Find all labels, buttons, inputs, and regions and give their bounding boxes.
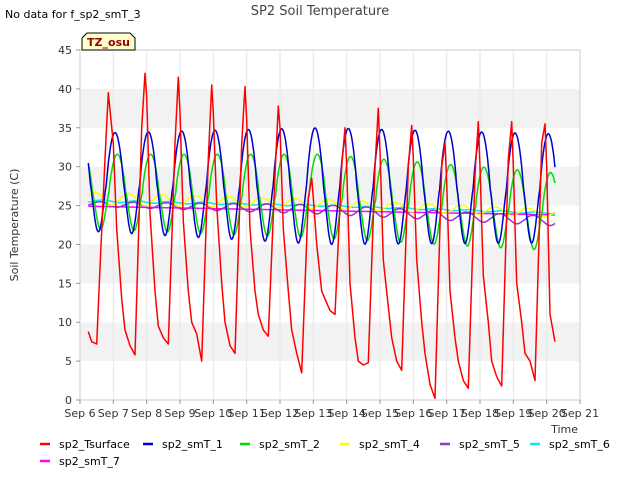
plot-band xyxy=(80,244,580,284)
plot-frame xyxy=(79,49,581,401)
tz-badge-label: TZ_osu xyxy=(87,36,130,49)
x-tick-label: Sep 8 xyxy=(131,407,162,420)
y-tick-label: 45 xyxy=(58,44,72,57)
x-tick-label: Sep 11 xyxy=(228,407,266,420)
series-line-sp2-smT-4 xyxy=(87,191,556,218)
legend-label: sp2_smT_4 xyxy=(359,438,420,451)
plot-band xyxy=(80,88,580,128)
y-tick-label: 35 xyxy=(58,122,72,135)
x-tick-label: Sep 7 xyxy=(98,407,129,420)
series-line-sp2-Tsurface xyxy=(87,72,556,400)
legend-label: sp2_smT_1 xyxy=(162,438,223,451)
legend-label: sp2_smT_6 xyxy=(549,438,610,451)
plot-band xyxy=(80,283,580,323)
x-tick-label: Sep 13 xyxy=(294,407,332,420)
y-tick-label: 10 xyxy=(58,316,72,329)
legend-label: sp2_smT_5 xyxy=(459,438,520,451)
legend-label: sp2_Tsurface xyxy=(59,438,130,451)
chart-title: SP2 Soil Temperature xyxy=(251,4,389,19)
x-tick-label: Sep 15 xyxy=(361,407,399,420)
plot-band xyxy=(80,361,580,400)
tz-badge: TZ_osu xyxy=(81,32,136,51)
y-tick-label: 20 xyxy=(58,238,72,251)
y-tick-label: 40 xyxy=(58,83,72,96)
y-tick-label: 0 xyxy=(65,394,72,407)
series-lines xyxy=(87,72,556,400)
series-line-sp2-smT-5 xyxy=(88,201,556,227)
legend-label: sp2_smT_7 xyxy=(59,455,120,468)
x-tick-label: Sep 21 xyxy=(561,407,599,420)
series-line-sp2-smT-7 xyxy=(88,205,556,216)
y-tick-label: 15 xyxy=(58,277,72,290)
x-axis-label: Time xyxy=(550,423,578,436)
x-tick-label: Sep 14 xyxy=(328,407,366,420)
x-tick-label: Sep 19 xyxy=(494,407,532,420)
plot-band xyxy=(80,127,580,167)
tz-badge-box xyxy=(81,32,136,51)
x-tick-label: Sep 20 xyxy=(528,407,566,420)
y-tick-label: 25 xyxy=(58,200,72,213)
x-tick-label: Sep 6 xyxy=(64,407,95,420)
x-tick-label: Sep 18 xyxy=(461,407,499,420)
plot-band xyxy=(80,166,580,206)
x-tick-label: Sep 17 xyxy=(428,407,466,420)
y-tick-label: 5 xyxy=(65,355,72,368)
y-axis-label: Soil Temperature (C) xyxy=(8,169,21,282)
x-tick-label: Sep 9 xyxy=(164,407,195,420)
legend: sp2_Tsurface sp2_smT_1 sp2_smT_2 sp2_smT_4 s… xyxy=(40,438,610,468)
no-data-note: No data for f_sp2_smT_3 xyxy=(5,8,141,21)
x-tick-label: Sep 12 xyxy=(261,407,299,420)
y-axis-ticks: 0 5 10 15 20 25 30 35 40 45 xyxy=(58,44,80,407)
y-tick-label: 30 xyxy=(58,161,72,174)
x-tick-label: Sep 16 xyxy=(394,407,432,420)
plot-band xyxy=(80,322,580,362)
legend-label: sp2_smT_2 xyxy=(259,438,320,451)
plot-band xyxy=(80,50,580,89)
series-line-sp2-smT-6 xyxy=(88,199,556,215)
x-tick-label: Sep 10 xyxy=(194,407,232,420)
